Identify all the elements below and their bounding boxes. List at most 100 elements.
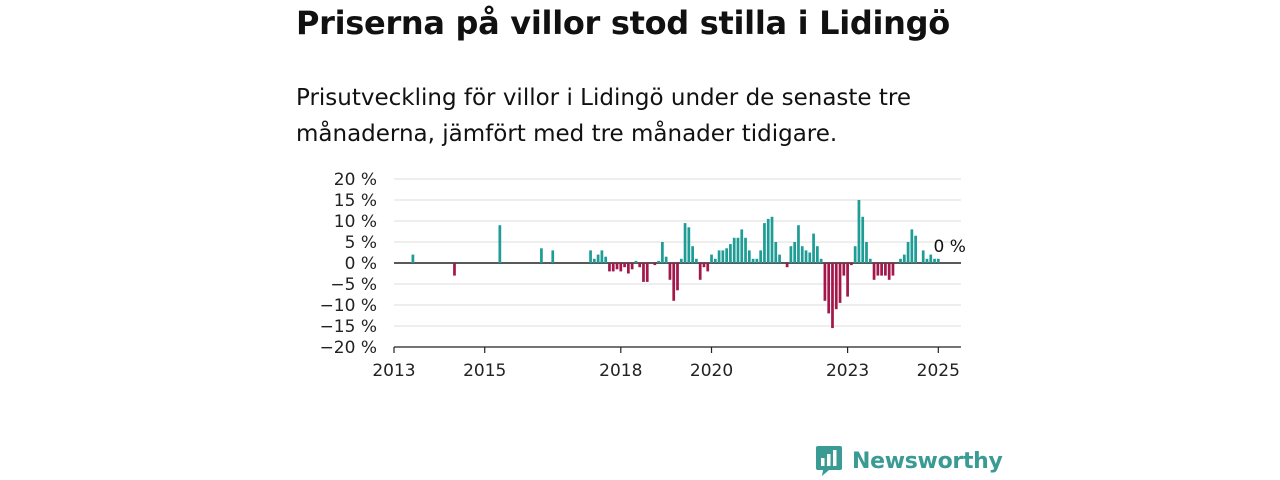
bar xyxy=(540,248,543,263)
bar xyxy=(868,258,872,263)
bar xyxy=(453,263,456,276)
bar xyxy=(793,242,797,263)
bar xyxy=(929,254,933,263)
bar xyxy=(713,258,717,263)
bar xyxy=(778,254,781,263)
bar xyxy=(808,252,812,263)
latest-value-label: 0 % xyxy=(933,237,965,257)
bar xyxy=(642,263,645,282)
bar xyxy=(623,263,626,268)
bar xyxy=(740,229,744,263)
bar xyxy=(710,254,713,263)
bar xyxy=(766,218,770,263)
bar xyxy=(812,233,815,263)
bar xyxy=(630,263,634,270)
x-tick-label: 2025 xyxy=(917,361,960,381)
x-axis: 2013 2015 2018 2020 2023 2025 xyxy=(372,346,961,381)
bar xyxy=(785,263,789,268)
x-tick-label: 2015 xyxy=(463,361,506,381)
bar xyxy=(933,258,936,263)
bar xyxy=(619,263,623,272)
bar xyxy=(626,263,630,274)
bar xyxy=(661,242,664,263)
bar xyxy=(551,250,555,263)
bar xyxy=(744,237,747,263)
bar xyxy=(759,250,763,263)
bar-series xyxy=(411,200,940,329)
bar xyxy=(797,225,800,263)
bar xyxy=(668,263,672,280)
y-tick-label: 15 % xyxy=(334,191,377,211)
bar xyxy=(683,223,687,263)
bar xyxy=(763,223,766,263)
bar xyxy=(906,242,910,263)
brand-name: Newsworthy xyxy=(852,448,1003,474)
bar xyxy=(884,263,887,276)
y-tick-label: −20 % xyxy=(320,338,377,358)
bar xyxy=(721,250,725,263)
bar xyxy=(589,250,592,263)
bar xyxy=(634,260,638,263)
bar xyxy=(611,263,615,272)
y-tick-label: 0 % xyxy=(345,254,377,274)
y-tick-label: −5 % xyxy=(330,275,377,295)
bar xyxy=(800,246,804,263)
bar xyxy=(804,250,808,263)
y-axis: 20 %15 %10 %5 %0 %−5 %−10 %−15 %−20 % xyxy=(320,170,377,358)
bar xyxy=(876,263,880,276)
bar xyxy=(891,263,895,276)
x-tick-label: 2020 xyxy=(690,361,733,381)
bar xyxy=(770,216,774,263)
bar xyxy=(846,263,849,297)
newsworthy-logo-icon xyxy=(816,446,842,476)
bar xyxy=(732,237,736,263)
y-tick-label: 10 % xyxy=(334,212,377,232)
bar xyxy=(698,263,702,280)
chart-title: Priserna på villor stod stilla i Lidingö xyxy=(296,4,950,42)
annotations: 0 % xyxy=(933,237,965,257)
bar xyxy=(657,260,660,263)
bar xyxy=(679,258,683,263)
bar xyxy=(853,246,857,263)
bar xyxy=(936,258,940,263)
bar xyxy=(664,256,668,263)
y-tick-label: 5 % xyxy=(345,233,377,253)
bar xyxy=(672,263,676,301)
bar xyxy=(865,242,868,263)
bar xyxy=(615,263,619,270)
bar xyxy=(899,258,902,263)
y-tick-label: 20 % xyxy=(334,170,377,190)
bar xyxy=(842,263,846,276)
bar xyxy=(827,263,831,314)
bar xyxy=(774,242,778,263)
bar xyxy=(702,263,706,268)
y-tick-label: −10 % xyxy=(320,296,377,316)
y-tick-label: −15 % xyxy=(320,317,377,337)
bar xyxy=(600,250,604,263)
bar xyxy=(872,263,876,280)
x-tick-label: 2023 xyxy=(826,361,869,381)
bar xyxy=(608,263,611,272)
bar xyxy=(925,258,929,263)
newsworthy-logo: Newsworthy xyxy=(815,445,1003,477)
chart-subtitle: Prisutveckling för villor i Lidingö unde… xyxy=(296,85,912,147)
bar xyxy=(834,263,838,310)
bar xyxy=(729,244,732,263)
x-tick-label: 2013 xyxy=(372,361,415,381)
bar xyxy=(706,263,710,272)
bar xyxy=(596,254,600,263)
bar xyxy=(823,263,827,301)
bar xyxy=(838,263,842,303)
bar xyxy=(638,263,642,268)
bar xyxy=(717,250,721,263)
bar xyxy=(815,246,819,263)
bar xyxy=(880,263,883,276)
bar xyxy=(789,246,793,263)
bar xyxy=(747,250,751,263)
bar xyxy=(902,254,906,263)
bar xyxy=(498,225,502,263)
bar xyxy=(850,263,853,266)
bar xyxy=(691,246,694,263)
bar xyxy=(751,258,755,263)
bar xyxy=(831,263,834,329)
